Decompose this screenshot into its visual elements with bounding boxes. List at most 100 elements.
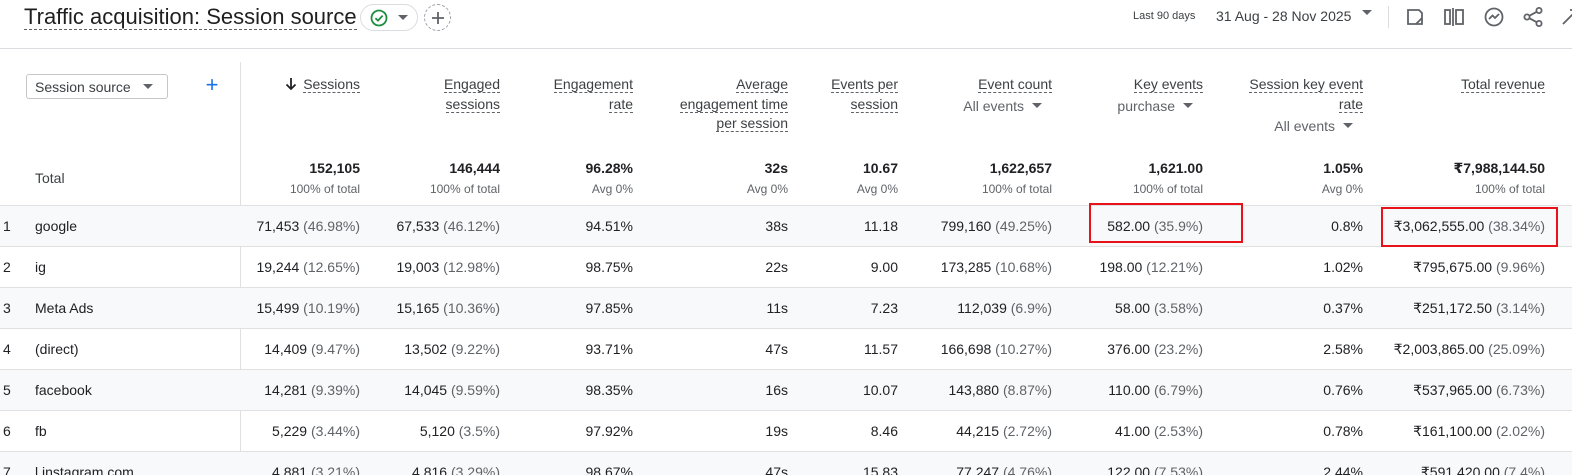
cell-engaged: 5,120 (3.5%) <box>420 423 500 439</box>
column-header-eng_rate[interactable]: Engagement rate <box>553 75 633 114</box>
cell-value: 47s <box>765 341 788 357</box>
expand-icon[interactable] <box>1558 5 1572 29</box>
column-header-text: Engaged <box>443 76 500 93</box>
total-value-eps: 10.67 <box>862 160 898 176</box>
column-header-key_events[interactable]: Key events <box>1133 75 1203 95</box>
total-value-revenue: ₹7,988,144.50 <box>1453 160 1546 176</box>
total-value-key_events: 1,621.00 <box>1148 160 1204 176</box>
column-header-text: Engagement <box>553 76 633 93</box>
cell-value: 112,039 <box>957 300 1007 316</box>
dimension-selector[interactable]: Session source <box>26 74 168 99</box>
row-session-source[interactable]: l.instagram.com <box>35 464 134 475</box>
row-session-source[interactable]: fb <box>35 423 47 439</box>
cell-value: 0.8% <box>1331 218 1363 234</box>
cell-value: 122.00 <box>1107 464 1151 475</box>
cell-percent: (7.4%) <box>1499 464 1545 475</box>
table-row[interactable]: 2 ig 19,244 (12.65%) 19,003 (12.98%) 98.75% 2… <box>0 246 1572 287</box>
cell-value: 47s <box>765 464 788 475</box>
table-row[interactable]: 7 l.instagram.com 4,881 (3.21%) 4,816 (3.29… <box>0 451 1572 475</box>
cell-avg_time: 47s <box>765 341 788 357</box>
cell-value: 5,120 <box>419 423 455 439</box>
metric-filter-event_count[interactable]: All events <box>963 98 1042 114</box>
cell-eps: 9.00 <box>871 259 898 275</box>
cell-value: 11s <box>766 300 788 316</box>
cell-value: ₹3,062,555.00 <box>1393 218 1485 234</box>
add-dimension-button[interactable]: + <box>205 72 219 97</box>
total-value-engaged: 146,444 <box>449 160 500 176</box>
cell-value: 9.00 <box>870 259 898 275</box>
cell-value: 58.00 <box>1115 300 1151 316</box>
cell-sessions: 14,409 (9.47%) <box>264 341 360 357</box>
date-range-dropdown-icon[interactable] <box>1362 10 1372 16</box>
cell-sessions: 19,244 (12.65%) <box>256 259 360 275</box>
column-header-sessions[interactable]: Sessions <box>285 75 360 95</box>
cell-value: 0.76% <box>1323 382 1363 398</box>
column-header-avg_time[interactable]: Average engagement time per session <box>679 75 788 134</box>
cell-percent: (10.19%) <box>299 300 360 316</box>
column-header-engaged[interactable]: Engaged sessions <box>443 75 500 114</box>
table-row[interactable]: 6 fb 5,229 (3.44%) 5,120 (3.5%) 97.92% 19s 8.4… <box>0 410 1572 451</box>
row-index: 4 <box>3 341 11 357</box>
date-range-value[interactable]: 31 Aug - 28 Nov 2025 <box>1216 8 1352 24</box>
row-session-source[interactable]: Meta Ads <box>35 300 94 316</box>
column-header-event_count[interactable]: Event count <box>978 75 1052 95</box>
cell-value: 93.71% <box>585 341 633 357</box>
cell-percent: (38.34%) <box>1484 218 1545 234</box>
cell-value: 143,880 <box>948 382 1000 398</box>
cell-engaged: 19,003 (12.98%) <box>396 259 500 275</box>
row-session-source[interactable]: facebook <box>35 382 92 398</box>
total-value-event_count: 1,622,657 <box>989 160 1052 176</box>
total-subtext-avg_time: Avg 0% <box>746 182 788 196</box>
insights-icon[interactable] <box>1482 5 1506 29</box>
cell-value: 19,003 <box>396 259 440 275</box>
cell-percent: (9.47%) <box>307 341 360 357</box>
plus-icon <box>431 11 445 25</box>
metric-filter-key_events[interactable]: purchase <box>1117 98 1193 114</box>
edit-report-icon[interactable] <box>1403 5 1427 29</box>
report-status-chip[interactable] <box>360 4 418 31</box>
column-header-text: Event count <box>978 76 1052 93</box>
cell-percent: (12.65%) <box>299 259 360 275</box>
cell-value: 14,409 <box>264 341 308 357</box>
total-value-sessions: 152,105 <box>309 160 360 176</box>
add-comparison-button[interactable] <box>424 4 451 31</box>
cell-engaged: 14,045 (9.59%) <box>404 382 500 398</box>
metric-filter-skr[interactable]: All events <box>1274 118 1353 134</box>
table-row[interactable]: 1 google 71,453 (46.98%) 67,533 (46.12%) 94.… <box>0 205 1572 246</box>
cell-value: 19s <box>765 423 788 439</box>
row-index: 7 <box>3 464 11 475</box>
row-index: 3 <box>3 300 11 316</box>
row-session-source[interactable]: (direct) <box>35 341 79 357</box>
table-row[interactable]: 5 facebook 14,281 (9.39%) 14,045 (9.59%) 98.… <box>0 369 1572 410</box>
column-header-revenue[interactable]: Total revenue <box>1460 75 1545 95</box>
cell-value: 11.57 <box>864 341 898 357</box>
cell-value: ₹537,965.00 <box>1413 382 1493 398</box>
cell-sessions: 14,281 (9.39%) <box>264 382 360 398</box>
cell-percent: (9.22%) <box>447 341 500 357</box>
cell-percent: (7.53%) <box>1150 464 1203 475</box>
metric-filter-label: All events <box>1274 118 1335 134</box>
table-row[interactable]: 4 (direct) 14,409 (9.47%) 13,502 (9.22%) 93.… <box>0 328 1572 369</box>
cell-avg_time: 16s <box>765 382 788 398</box>
cell-value: 97.92% <box>585 423 633 439</box>
table-row[interactable]: 3 Meta Ads 15,499 (10.19%) 15,165 (10.36%) 9… <box>0 287 1572 328</box>
cell-value: 376.00 <box>1107 341 1151 357</box>
compare-icon[interactable] <box>1442 5 1466 29</box>
column-header-eps[interactable]: Events per session <box>831 75 898 114</box>
cell-event_count: 799,160 (49.25%) <box>941 218 1052 234</box>
cell-engaged: 4,816 (3.29%) <box>412 464 500 475</box>
cell-eng_rate: 93.71% <box>586 341 633 357</box>
column-header-skr[interactable]: Session key event rate <box>1249 75 1363 114</box>
date-range-prefix[interactable]: Last 90 days <box>1133 10 1196 22</box>
cell-skr: 0.8% <box>1331 218 1363 234</box>
cell-percent: (6.73%) <box>1492 382 1545 398</box>
cell-skr: 2.44% <box>1323 464 1363 475</box>
cell-key_events: 376.00 (23.2%) <box>1107 341 1203 357</box>
cell-event_count: 44,215 (2.72%) <box>956 423 1052 439</box>
cell-eng_rate: 98.35% <box>586 382 633 398</box>
row-session-source[interactable]: ig <box>35 259 46 275</box>
share-icon[interactable] <box>1521 5 1545 29</box>
cell-value: 22s <box>765 259 788 275</box>
row-session-source[interactable]: google <box>35 218 78 234</box>
cell-key_events: 198.00 (12.21%) <box>1099 259 1203 275</box>
